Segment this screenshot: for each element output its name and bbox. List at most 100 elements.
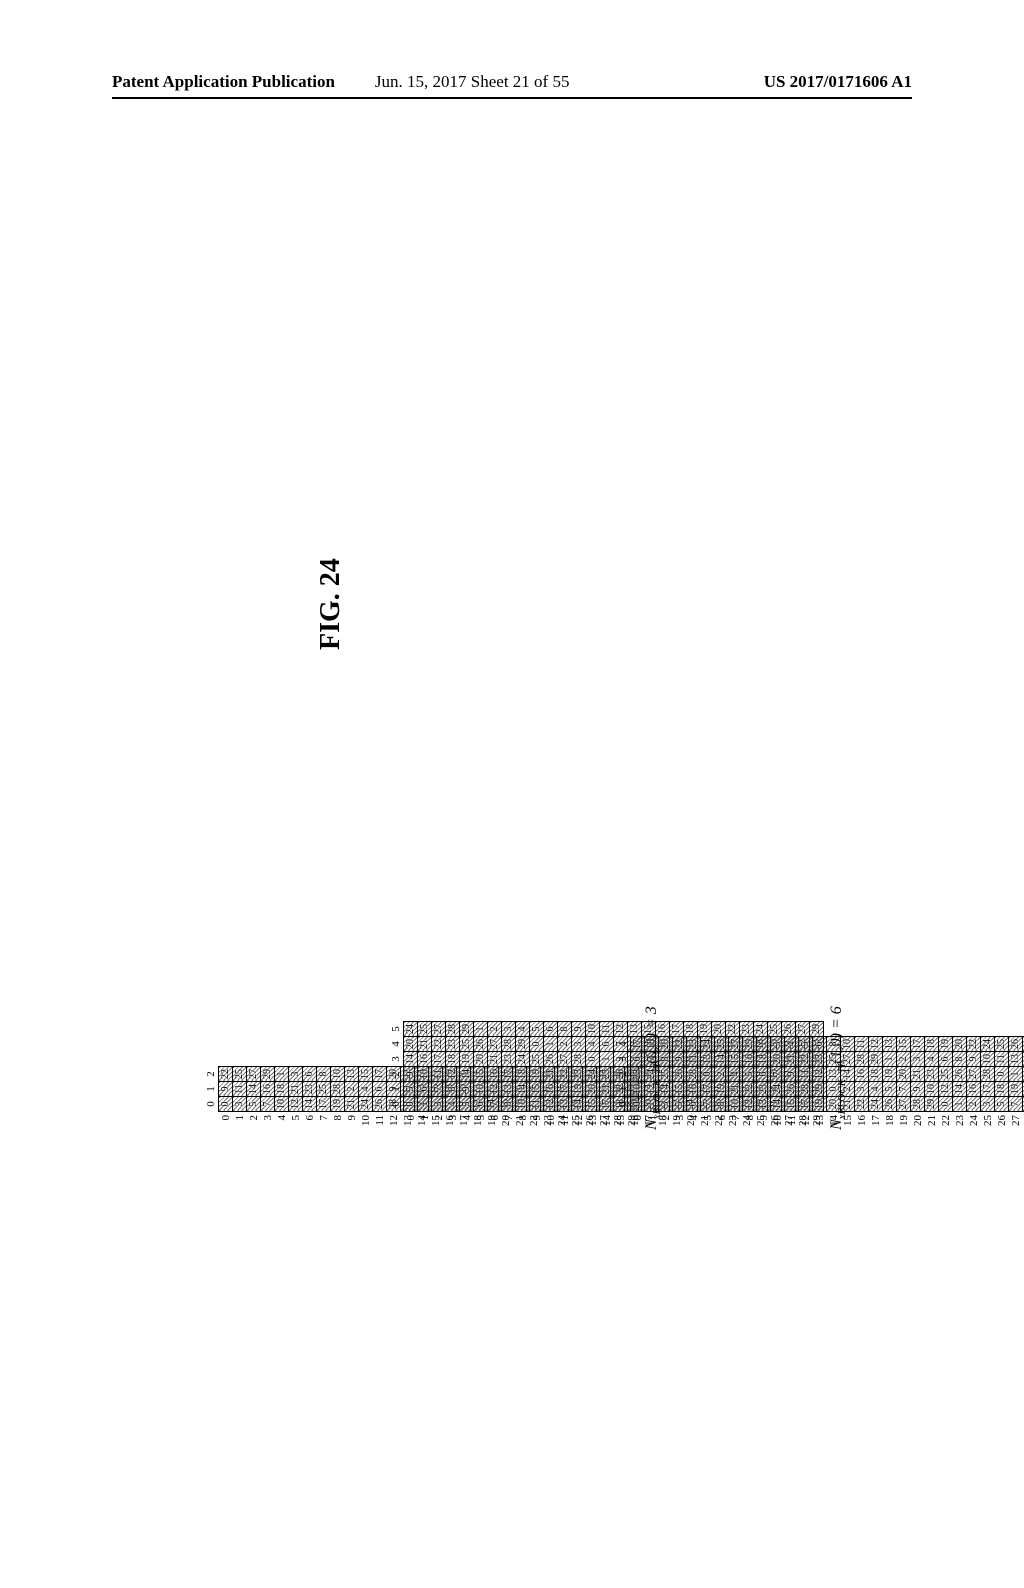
cell: 4	[586, 1037, 600, 1052]
cell: 2	[897, 1052, 911, 1067]
cell: 1	[544, 1037, 558, 1052]
cell: 5	[404, 1082, 418, 1097]
cell: 5	[673, 1097, 687, 1112]
cell: 19	[939, 1037, 953, 1052]
cell: 11	[233, 1082, 247, 1097]
row-header: 1	[233, 1112, 247, 1131]
row-header: 10	[359, 1112, 373, 1131]
cell: 0	[219, 1097, 233, 1112]
cell: 16	[261, 1082, 275, 1097]
cell: 19	[460, 1052, 474, 1067]
cell: 27	[729, 1037, 743, 1052]
cell: 13	[883, 1037, 897, 1052]
cell: 3	[502, 1022, 516, 1037]
row-header: 13	[586, 1112, 600, 1131]
cell: 24	[586, 1067, 600, 1082]
cell: 14	[404, 1052, 418, 1067]
cell: 19	[715, 1082, 729, 1097]
cell: 19	[813, 1097, 827, 1112]
row-header: 2	[247, 1112, 261, 1131]
row-header: 1	[645, 1112, 659, 1131]
table-group-0: 0120092213112525142737162941018151221361…	[205, 1130, 329, 1588]
row-header: 0	[404, 1112, 418, 1131]
row-header: 19	[897, 1112, 911, 1131]
cell: 16	[687, 1082, 701, 1097]
cell: 2	[715, 1067, 729, 1082]
row-header: 4	[460, 1112, 474, 1131]
cell: 15	[530, 1082, 544, 1097]
header-mid: Jun. 15, 2017 Sheet 21 of 55	[375, 72, 570, 92]
cell: 25	[460, 1037, 474, 1052]
cell: 20	[953, 1037, 967, 1052]
cell: 20	[474, 1052, 488, 1067]
cell: 10	[586, 1022, 600, 1037]
cell: 22	[855, 1097, 869, 1112]
cell: 13	[345, 1067, 359, 1082]
cell: 1	[1009, 1067, 1023, 1082]
cell: 11	[600, 1022, 614, 1037]
row-header: 6	[715, 1112, 729, 1131]
row-header: 15	[841, 1112, 855, 1131]
cell: 15	[474, 1067, 488, 1082]
cell: 3	[289, 1067, 303, 1082]
cell: 21	[345, 1097, 359, 1112]
row-header: 8	[743, 1112, 757, 1131]
row-header: 27	[1009, 1112, 1023, 1131]
cell: 7	[897, 1082, 911, 1097]
row-header: 1	[418, 1112, 432, 1131]
row-header: 26	[995, 1112, 1009, 1131]
cell: 12	[488, 1082, 502, 1097]
cell: 24	[516, 1052, 530, 1067]
cell: 13	[1009, 1052, 1023, 1067]
cell: 1	[883, 1052, 897, 1067]
cell: 8	[827, 1037, 841, 1052]
cell: 19	[331, 1097, 345, 1112]
cell: 5	[799, 1037, 813, 1052]
cell: 10	[981, 1052, 995, 1067]
cell: 5	[247, 1097, 261, 1112]
cell: 6	[687, 1097, 701, 1112]
row-header: 7	[317, 1112, 331, 1131]
cell: 7	[1009, 1097, 1023, 1112]
cell: 17	[432, 1052, 446, 1067]
cell: 17	[911, 1037, 925, 1052]
cell: 24	[404, 1022, 418, 1037]
cell: 29	[925, 1097, 939, 1112]
cell: 27	[841, 1052, 855, 1067]
cell: 29	[460, 1022, 474, 1037]
row-header: 9	[757, 1112, 771, 1131]
cell: 4	[446, 1097, 460, 1112]
cell: 29	[869, 1052, 883, 1067]
cell: 12	[869, 1037, 883, 1052]
cell: 6	[939, 1052, 953, 1067]
cell: 25	[233, 1067, 247, 1082]
row-header: 11	[785, 1112, 799, 1131]
cell: 2	[558, 1037, 572, 1052]
cell: 18	[757, 1052, 771, 1067]
cell: 12	[743, 1097, 757, 1112]
cell: 21	[600, 1082, 614, 1097]
cell: 18	[869, 1067, 883, 1082]
cell: 9	[967, 1052, 981, 1067]
cell: 11	[432, 1067, 446, 1082]
cell: 27	[488, 1037, 502, 1052]
cell: 21	[785, 1052, 799, 1067]
cell: 21	[911, 1067, 925, 1082]
cell: 9	[911, 1082, 925, 1097]
cell: 8	[446, 1082, 460, 1097]
cell: 13	[558, 1097, 572, 1112]
cell: 29	[743, 1037, 757, 1052]
cell: 11	[687, 1052, 701, 1067]
col-header: 2	[390, 1067, 404, 1082]
cell: 11	[799, 1067, 813, 1082]
cell: 16	[418, 1052, 432, 1067]
cell: 23	[303, 1082, 317, 1097]
row-header: 12	[572, 1112, 586, 1131]
col-header: 5	[390, 1022, 404, 1037]
cell: 0	[631, 1097, 645, 1112]
cell: 6	[373, 1082, 387, 1097]
col-header: 1	[390, 1082, 404, 1097]
cell: 26	[785, 1082, 799, 1097]
cell: 8	[715, 1097, 729, 1112]
cell: 14	[303, 1097, 317, 1112]
